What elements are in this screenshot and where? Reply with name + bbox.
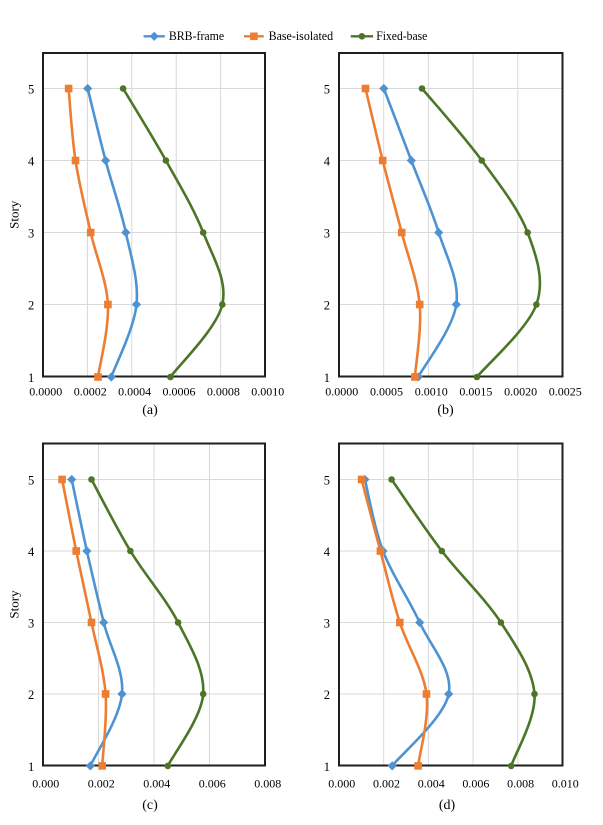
svg-text:3: 3 bbox=[324, 617, 330, 631]
svg-text:Story: Story bbox=[6, 200, 21, 229]
svg-text:2: 2 bbox=[324, 688, 330, 702]
svg-text:0.008: 0.008 bbox=[254, 777, 281, 791]
svg-text:0.0025: 0.0025 bbox=[549, 385, 582, 399]
svg-text:Story: Story bbox=[6, 590, 21, 619]
svg-text:0.0005: 0.0005 bbox=[370, 385, 403, 399]
svg-text:0.006: 0.006 bbox=[462, 777, 489, 791]
svg-text:0.002: 0.002 bbox=[88, 777, 115, 791]
svg-text:BRB-frame: BRB-frame bbox=[169, 28, 224, 43]
svg-text:0.0000: 0.0000 bbox=[29, 385, 62, 399]
svg-text:0.004: 0.004 bbox=[143, 777, 170, 791]
svg-text:0.0020: 0.0020 bbox=[504, 385, 537, 399]
svg-text:5: 5 bbox=[28, 83, 34, 97]
svg-text:0.004: 0.004 bbox=[418, 777, 445, 791]
svg-text:(b): (b) bbox=[437, 403, 454, 418]
svg-text:2: 2 bbox=[28, 688, 34, 702]
svg-text:2: 2 bbox=[28, 299, 34, 313]
svg-text:1: 1 bbox=[28, 760, 34, 774]
svg-text:0.0015: 0.0015 bbox=[459, 385, 492, 399]
svg-text:(a): (a) bbox=[142, 403, 158, 418]
svg-text:4: 4 bbox=[324, 545, 331, 559]
svg-text:4: 4 bbox=[28, 155, 35, 169]
svg-text:(d): (d) bbox=[439, 798, 456, 813]
svg-text:0.006: 0.006 bbox=[199, 777, 226, 791]
svg-text:Fixed-base: Fixed-base bbox=[376, 28, 427, 43]
svg-text:5: 5 bbox=[324, 83, 330, 97]
svg-text:3: 3 bbox=[28, 227, 34, 241]
svg-text:3: 3 bbox=[28, 617, 34, 631]
svg-text:0.0010: 0.0010 bbox=[415, 385, 448, 399]
svg-text:5: 5 bbox=[28, 474, 34, 488]
svg-text:0.0008: 0.0008 bbox=[207, 385, 240, 399]
svg-text:0.0006: 0.0006 bbox=[163, 385, 196, 399]
svg-text:1: 1 bbox=[324, 760, 330, 774]
svg-text:5: 5 bbox=[324, 474, 330, 488]
svg-text:0.000: 0.000 bbox=[328, 777, 355, 791]
svg-text:4: 4 bbox=[324, 155, 331, 169]
svg-text:Base-isolated: Base-isolated bbox=[269, 28, 334, 43]
svg-text:1: 1 bbox=[324, 371, 330, 385]
svg-text:(c): (c) bbox=[142, 798, 158, 813]
svg-text:0.000: 0.000 bbox=[32, 777, 59, 791]
svg-text:2: 2 bbox=[324, 299, 330, 313]
svg-text:0.008: 0.008 bbox=[507, 777, 534, 791]
svg-text:3: 3 bbox=[324, 227, 330, 241]
svg-text:0.0010: 0.0010 bbox=[251, 385, 284, 399]
svg-text:0.002: 0.002 bbox=[373, 777, 400, 791]
svg-text:0.0004: 0.0004 bbox=[118, 385, 151, 399]
svg-text:1: 1 bbox=[28, 371, 34, 385]
svg-text:0.010: 0.010 bbox=[552, 777, 579, 791]
svg-text:0.0002: 0.0002 bbox=[74, 385, 107, 399]
svg-text:0.0000: 0.0000 bbox=[325, 385, 358, 399]
svg-text:4: 4 bbox=[28, 545, 35, 559]
